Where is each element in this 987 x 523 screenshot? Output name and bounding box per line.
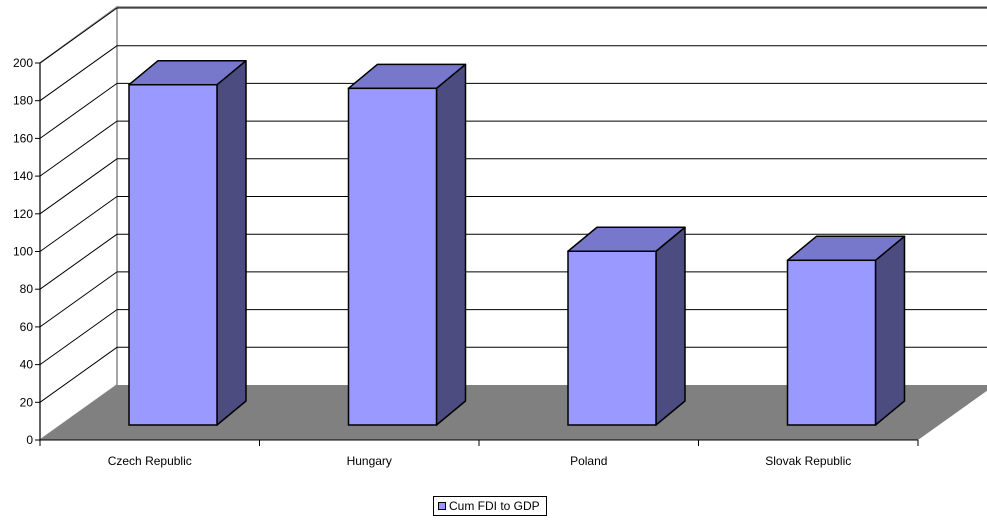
y-tick-label: 140 xyxy=(13,169,33,183)
gridline-side xyxy=(39,309,118,366)
bar-side-face xyxy=(435,63,467,426)
legend: Cum FDI to GDP xyxy=(433,496,547,516)
chart-floor xyxy=(40,385,987,440)
bar-side-face xyxy=(874,235,906,426)
gridline-side xyxy=(39,196,118,252)
y-tick-label: 60 xyxy=(20,320,34,334)
gridline-side xyxy=(39,346,118,403)
y-tick-label: 20 xyxy=(20,395,34,409)
gridline-side xyxy=(39,233,118,290)
bar-side-face xyxy=(216,59,247,426)
x-tick-label: Poland xyxy=(570,454,607,468)
bar xyxy=(786,235,906,426)
x-axis: Czech Republic Hungary Poland Slovak Republ… xyxy=(39,439,919,468)
gridline-side xyxy=(39,120,118,177)
y-tick-label: 180 xyxy=(13,94,33,108)
x-tick-label: Czech Republic xyxy=(108,454,192,468)
y-tick-label: 160 xyxy=(13,131,33,145)
x-tick-label: Slovak Republic xyxy=(765,454,851,468)
bar-front-face xyxy=(567,250,657,426)
y-tick-label: 200 xyxy=(13,56,33,70)
y-tick-label: 80 xyxy=(20,282,34,296)
legend-label: Cum FDI to GDP xyxy=(449,499,540,513)
bar-front-face xyxy=(347,87,438,426)
gridline-side xyxy=(39,271,118,328)
bar-side-face xyxy=(655,226,686,426)
bar-front-face xyxy=(128,83,218,426)
y-tick-label: 0 xyxy=(26,433,33,447)
y-tick-label: 120 xyxy=(13,207,33,221)
gridline-side xyxy=(39,7,118,64)
bar xyxy=(567,226,686,426)
y-axis: 0 20 40 60 80 100 120 140 160 180 200 xyxy=(13,56,41,447)
legend-swatch xyxy=(438,502,446,510)
gridline-side xyxy=(39,82,118,139)
gridline-side xyxy=(39,158,118,215)
bars xyxy=(128,59,906,426)
x-tick-label: Hungary xyxy=(347,454,392,468)
y-tick-label: 40 xyxy=(20,358,34,372)
bar xyxy=(128,59,247,426)
bar xyxy=(347,63,467,426)
y-tick-label: 100 xyxy=(13,245,33,259)
gridline-side xyxy=(39,45,118,102)
bar-front-face xyxy=(786,259,877,426)
floor-plane xyxy=(40,385,987,440)
